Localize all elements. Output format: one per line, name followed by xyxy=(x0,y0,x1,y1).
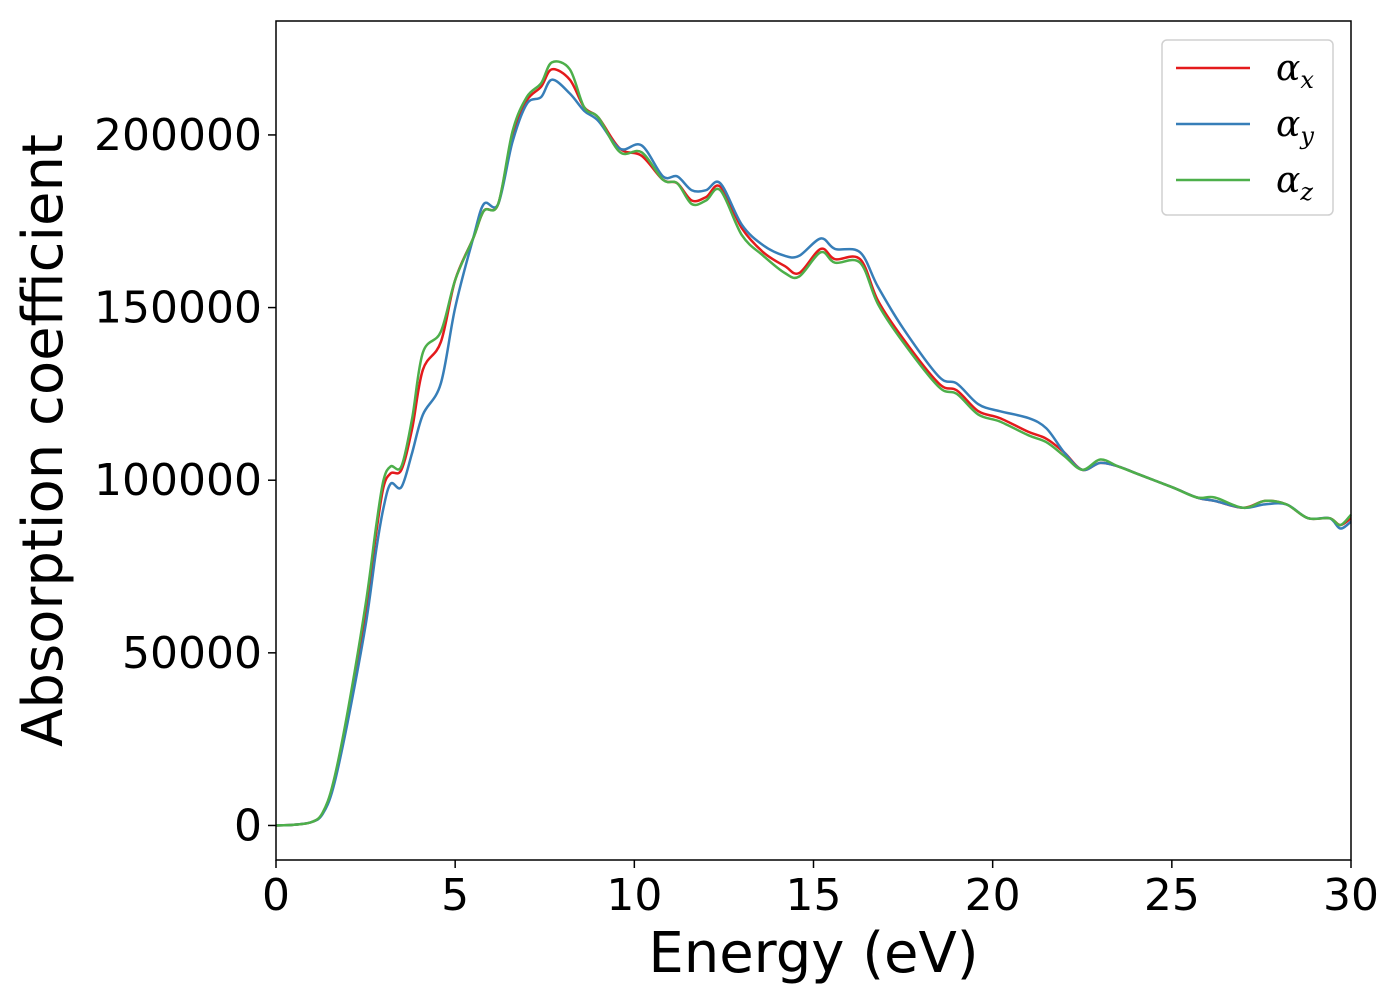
x-tick-label: 5 xyxy=(441,870,469,921)
y-tick-label: 50000 xyxy=(122,628,262,679)
y-axis-ticks: 0 50000 100000 150000 200000 xyxy=(94,110,276,851)
y-tick-label: 150000 xyxy=(94,283,262,334)
y-tick-label: 200000 xyxy=(94,110,262,161)
x-tick-label: 20 xyxy=(965,870,1021,921)
x-axis-ticks: 0 5 10 15 20 25 30 xyxy=(262,860,1379,921)
legend-box xyxy=(1161,39,1334,216)
legend-label-alpha-x: αx xyxy=(1276,48,1314,94)
x-tick-label: 30 xyxy=(1323,870,1379,921)
y-tick-label: 0 xyxy=(234,800,262,851)
x-tick-label: 15 xyxy=(786,870,842,921)
y-axis-label: Absorption coefficient xyxy=(11,134,76,747)
x-axis-label: Energy (eV) xyxy=(648,921,978,986)
x-tick-label: 0 xyxy=(262,870,290,921)
y-tick-label: 100000 xyxy=(94,455,262,506)
x-tick-label: 10 xyxy=(606,870,662,921)
x-tick-label: 25 xyxy=(1144,870,1200,921)
series-line-alpha-z xyxy=(275,60,1352,827)
series-layer xyxy=(275,60,1352,827)
